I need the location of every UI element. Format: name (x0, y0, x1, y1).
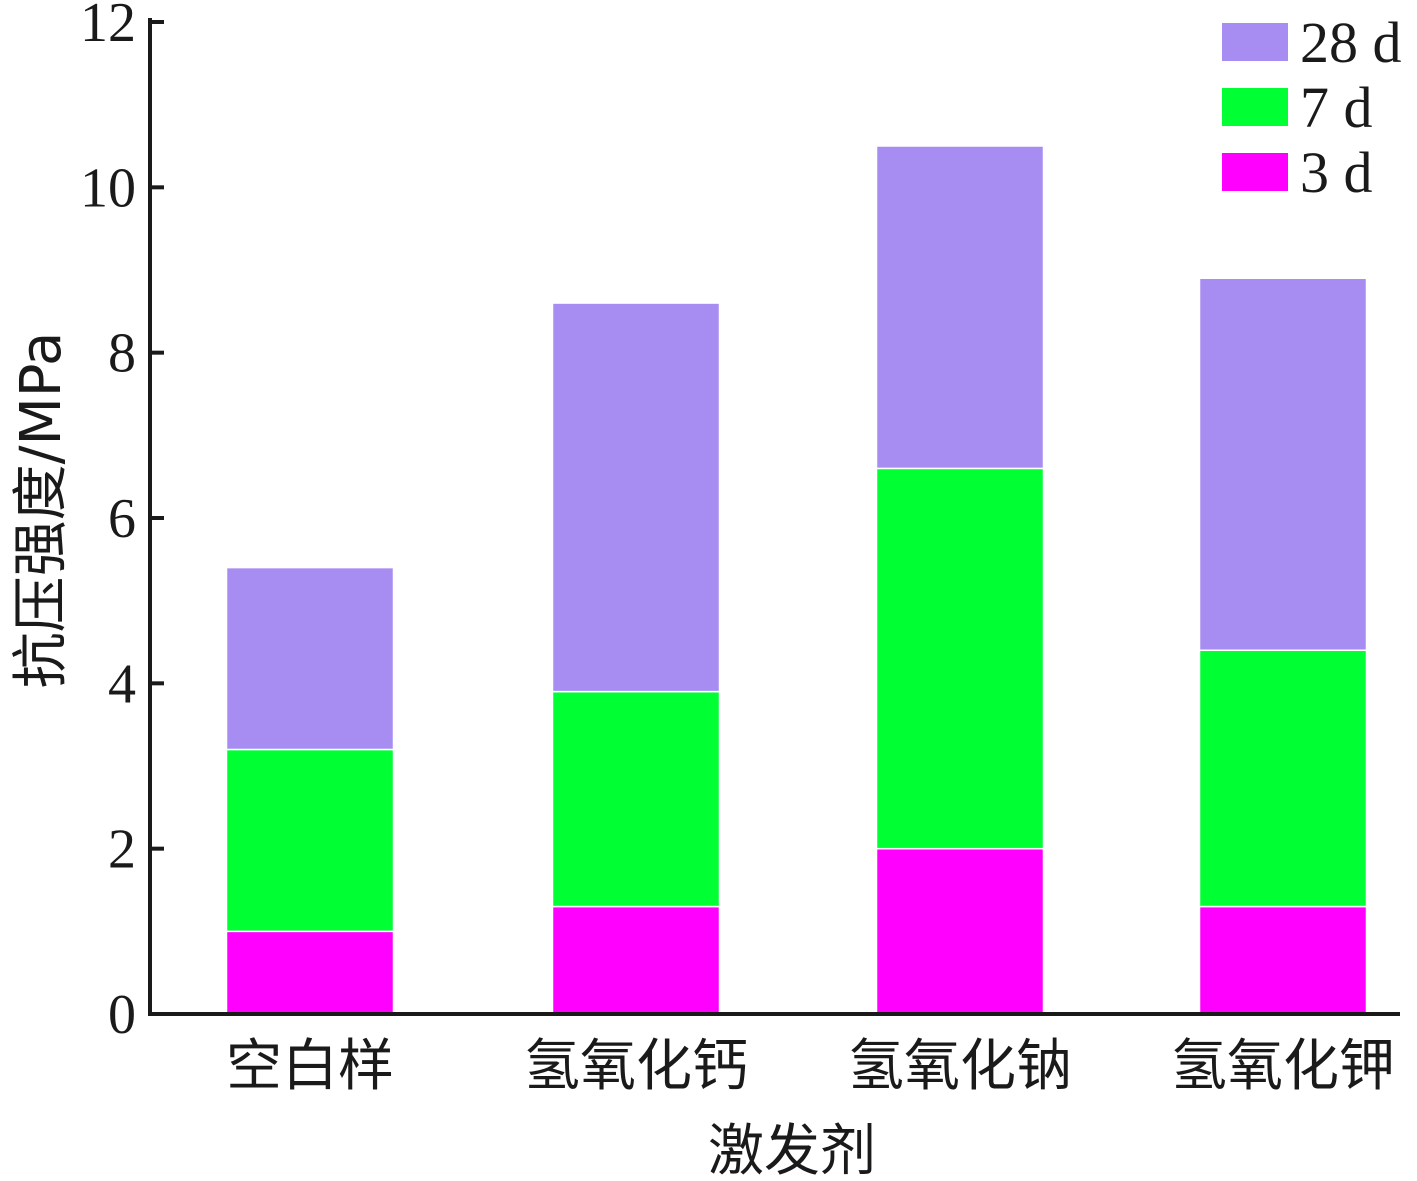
bars-group (225, 145, 1368, 1015)
legend-label-3d: 3 d (1300, 140, 1373, 205)
legend-label-28d: 28 d (1300, 10, 1402, 75)
bar-7d-category-1 (225, 748, 395, 933)
bar-28d-category-1 (225, 566, 395, 751)
x-axis-title: 激发剂 (708, 1119, 876, 1181)
x-category-label-1: 空白样 (226, 1034, 394, 1099)
bar-3d-category-2 (551, 905, 721, 1015)
legend-swatch-3d (1222, 153, 1288, 191)
bar-7d-category-2 (551, 690, 721, 908)
bar-7d-category-3 (875, 467, 1045, 850)
bar-28d-category-3 (875, 145, 1045, 470)
legend-label-7d: 7 d (1300, 75, 1373, 140)
x-category-label-2: 氢氧化钙 (524, 1034, 748, 1099)
y-tick-label-2: 2 (108, 819, 136, 881)
y-tick-label-8: 8 (108, 323, 136, 385)
bar-3d-category-3 (875, 847, 1045, 1015)
x-category-label-3: 氢氧化钠 (848, 1034, 1072, 1099)
y-tick-label-10: 10 (80, 157, 136, 219)
y-axis-title: 抗压强度/MPa (9, 332, 74, 689)
bar-28d-category-4 (1198, 277, 1368, 652)
y-tick-label-0: 0 (108, 984, 136, 1046)
y-tick-label-12: 12 (80, 0, 136, 54)
y-ticks-group: 0 2 4 6 8 10 12 (80, 0, 164, 1046)
bar-28d-category-2 (551, 302, 721, 693)
bar-3d-category-4 (1198, 905, 1368, 1015)
y-tick-label-6: 6 (108, 488, 136, 550)
legend: 28 d7 d3 d (1222, 10, 1402, 205)
x-category-label-4: 氢氧化钾 (1171, 1034, 1395, 1099)
legend-swatch-7d (1222, 88, 1288, 126)
y-tick-label-4: 4 (108, 653, 136, 715)
x-categories-group: 空白样 氢氧化钙 氢氧化钠 氢氧化钾 (226, 1034, 1395, 1099)
bar-7d-category-4 (1198, 649, 1368, 908)
bar-3d-category-1 (225, 930, 395, 1015)
legend-swatch-28d (1222, 23, 1288, 61)
